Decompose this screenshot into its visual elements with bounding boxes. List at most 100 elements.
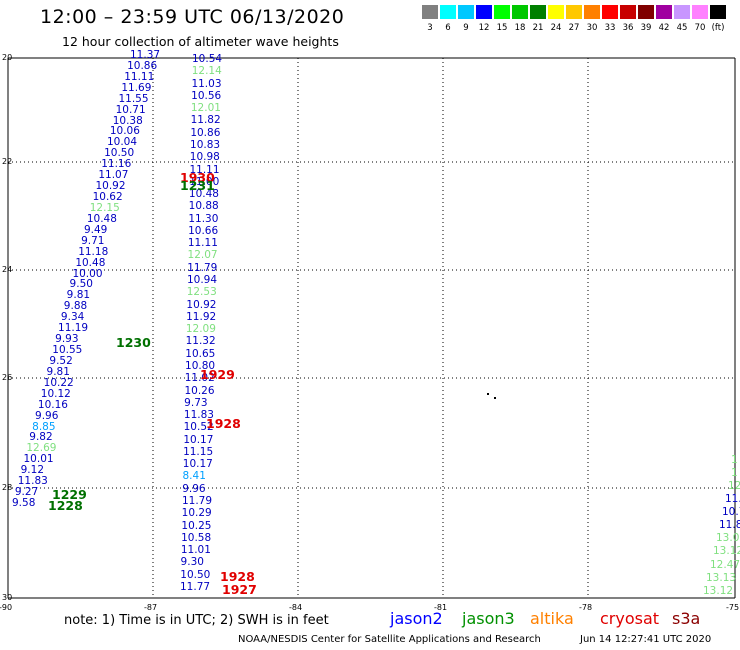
wave-height-value: 13.12 <box>703 585 734 597</box>
pass-time-label: 1230 <box>116 335 151 350</box>
wave-height-value: 10.17 <box>183 433 214 446</box>
wave-height-value: 10.48 <box>75 256 106 269</box>
color-swatch <box>566 5 582 19</box>
longitude-tick: -84 <box>289 603 303 612</box>
wave-height-value: 9.73 <box>184 396 208 409</box>
wave-height-value: 11.11 <box>189 163 220 176</box>
latitude-tick: 30 <box>2 593 13 602</box>
wave-height-value: 9.27 <box>14 486 39 499</box>
color-swatch <box>476 5 492 19</box>
wave-height-value: 11.03 <box>191 77 222 90</box>
wave-height-value: 9.71 <box>81 234 105 247</box>
wave-height-value: 10.83 <box>190 138 221 151</box>
wave-height-value: 10.38 <box>112 114 143 127</box>
wave-height-value: 9.96 <box>182 482 206 495</box>
wave-height-value: 10.48 <box>188 188 219 201</box>
generated-timestamp: Jun 14 12:27:41 UTC 2020 <box>580 634 712 645</box>
wave-height-value: 10.80 <box>185 359 216 372</box>
wave-height-value: 10.29 <box>181 507 212 520</box>
wave-height-value: 13.13 <box>706 572 737 584</box>
wave-height-value: 10.22 <box>43 376 74 389</box>
latitude-tick: 20 <box>2 53 13 62</box>
wave-height-value: 10.86 <box>127 59 158 72</box>
color-swatch <box>656 5 672 19</box>
wave-height-value: 9.49 <box>83 223 108 236</box>
wave-height-value: 9.93 <box>55 333 79 346</box>
wave-height-value: 10.12 <box>40 387 71 400</box>
wave-height-value: 10.48 <box>86 212 117 225</box>
wave-height-value: 10.16 <box>37 398 68 411</box>
wave-height-value: 11.37 <box>130 49 161 61</box>
color-scale-label: 42 <box>658 23 670 33</box>
wave-height-value: 11.18 <box>78 245 109 258</box>
wave-height-value: 11.19 <box>58 322 89 335</box>
color-swatch <box>458 5 474 19</box>
wave-height-value: 10.00 <box>72 267 103 280</box>
wave-height-value: 11.83 <box>183 409 214 422</box>
pass-time-label: 1928 <box>220 569 255 584</box>
wave-height-value: 10.92 <box>186 298 217 311</box>
wave-height-value: 12.69 <box>26 442 57 455</box>
color-scale-label: 24 <box>550 23 562 33</box>
wave-height-value: 11.79 <box>187 261 218 274</box>
color-swatch <box>530 5 546 19</box>
longitude-tick: -90 <box>0 603 13 612</box>
wave-height-value: 10.04 <box>106 136 138 149</box>
wave-height-value: 9.96 <box>35 409 59 422</box>
wave-height-value: 10.25 <box>181 519 212 532</box>
units-note: note: 1) Time is in UTC; 2) SWH is in fe… <box>64 613 329 628</box>
color-scale-label: 36 <box>622 23 634 33</box>
page-title: 12:00 – 23:59 UTC 06/13/2020 <box>40 6 345 28</box>
pass-time-label: 1927 <box>222 582 257 597</box>
wave-height-value: 10.66 <box>188 224 219 237</box>
wave-height-value: 12.07 <box>187 249 218 262</box>
pass-time-label: 1928 <box>206 416 241 431</box>
latitude-tick: 24 <box>2 265 13 274</box>
credit-line: NOAA/NESDIS Center for Satellite Applica… <box>238 634 541 645</box>
color-scale-label: 3 <box>427 23 433 33</box>
wave-height-value: 11.83 <box>17 475 48 488</box>
wave-height-value: 10.92 <box>95 180 126 193</box>
wave-height-value: 10.06 <box>109 125 140 138</box>
satellite-legend-jason2: jason2 <box>390 609 443 628</box>
wave-height-value: 10.58 <box>181 531 212 544</box>
wave-height-value: 11.92 <box>186 310 217 323</box>
longitude-tick: -75 <box>726 603 740 612</box>
wave-height-value: 10.98 <box>189 151 220 164</box>
wave-height-value: 11.15 <box>183 445 214 458</box>
pass-time-label: 1930 <box>180 170 215 185</box>
wave-height-value: 9.50 <box>69 278 93 291</box>
wave-height-value: 11.32 <box>185 335 216 348</box>
wave-height-value: 11.16 <box>101 158 132 171</box>
wave-height-value: 9.52 <box>49 354 73 367</box>
color-swatch <box>440 5 456 19</box>
color-scale-label: 39 <box>640 23 652 33</box>
satellite-legend-altika: altika <box>530 609 574 628</box>
longitude-tick: -81 <box>434 603 448 612</box>
wave-height-value: 11.11 <box>187 237 218 250</box>
pass-time-label: 1929 <box>200 367 235 382</box>
color-scale-label: 27 <box>568 23 580 33</box>
latitude-tick: 28 <box>2 483 13 492</box>
color-scale-label: 33 <box>604 23 616 33</box>
wave-height-value: 1 <box>731 467 738 479</box>
latitude-tick: 22 <box>2 157 13 166</box>
wave-height-value: 12.01 <box>190 102 221 115</box>
wave-height-value: 11.00 <box>189 175 220 188</box>
wave-height-value: 10.88 <box>188 200 219 213</box>
wave-height-value: 11.82 <box>190 114 221 127</box>
wave-height-value: 8.41 <box>182 470 206 483</box>
color-scale-label: 15 <box>496 23 508 33</box>
color-swatch <box>494 5 510 19</box>
wave-height-value: 10.01 <box>23 453 54 466</box>
wave-height-value: 1 <box>731 454 738 466</box>
wave-height-value: 12.47 <box>710 559 740 571</box>
wave-height-value: 9.82 <box>29 431 53 444</box>
color-swatch <box>620 5 636 19</box>
color-scale-label: 21 <box>532 23 544 33</box>
wave-height-value: 9.34 <box>60 311 85 324</box>
color-swatch <box>674 5 690 19</box>
lat-lon-grid <box>7 57 736 599</box>
wave-height-value: 12.09 <box>185 323 216 336</box>
